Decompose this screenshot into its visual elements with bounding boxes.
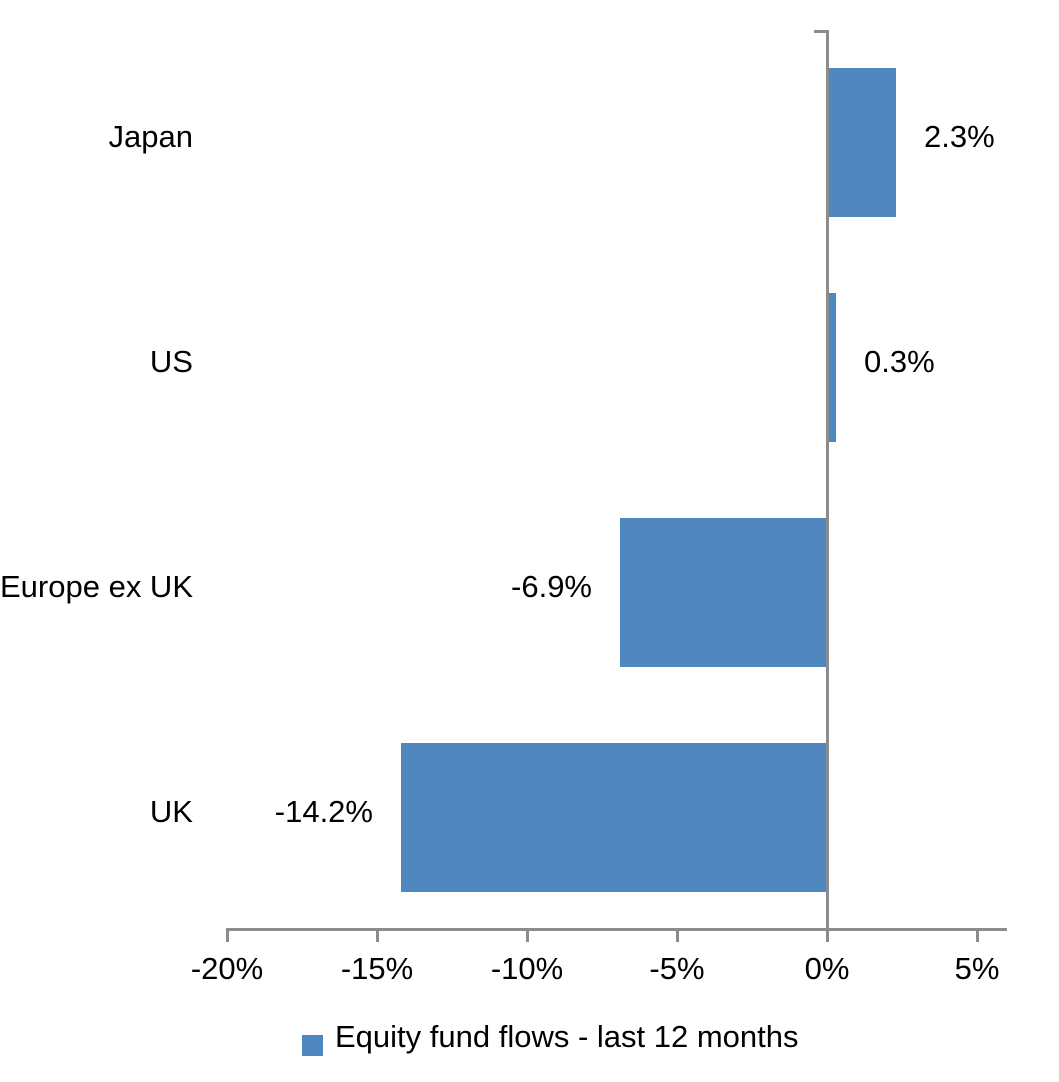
x-tick-label: -5% (649, 951, 705, 986)
category-label: Japan (108, 118, 193, 154)
category-label: US (149, 343, 193, 379)
bar-europe-ex-uk (620, 518, 827, 667)
value-label: 0.3% (864, 343, 935, 379)
x-axis-tick (225, 928, 229, 942)
legend-label: Equity fund flows - last 12 months (335, 1019, 799, 1054)
x-axis-tick (975, 928, 979, 942)
x-tick-label: -10% (490, 951, 564, 986)
x-axis-tick (375, 928, 379, 942)
category-label: Europe ex UK (0, 568, 193, 604)
legend-swatch (302, 1035, 323, 1056)
x-axis-line (227, 928, 1007, 931)
x-axis-tick (525, 928, 529, 942)
value-label: -14.2% (274, 793, 373, 829)
x-tick-label: -15% (340, 951, 414, 986)
value-label: 2.3% (924, 118, 995, 154)
bar-us (827, 293, 836, 442)
bar-japan (827, 68, 896, 217)
value-label: -6.9% (511, 568, 592, 604)
x-tick-label: -20% (190, 951, 264, 986)
x-axis-tick (825, 928, 829, 942)
category-label: UK (149, 793, 193, 829)
y-axis-line (825, 30, 829, 942)
y-axis-top-tick (814, 30, 827, 33)
x-tick-label: 0% (804, 951, 850, 986)
bar-uk (401, 743, 827, 892)
x-tick-label: 5% (954, 951, 1000, 986)
x-axis-tick (675, 928, 679, 942)
